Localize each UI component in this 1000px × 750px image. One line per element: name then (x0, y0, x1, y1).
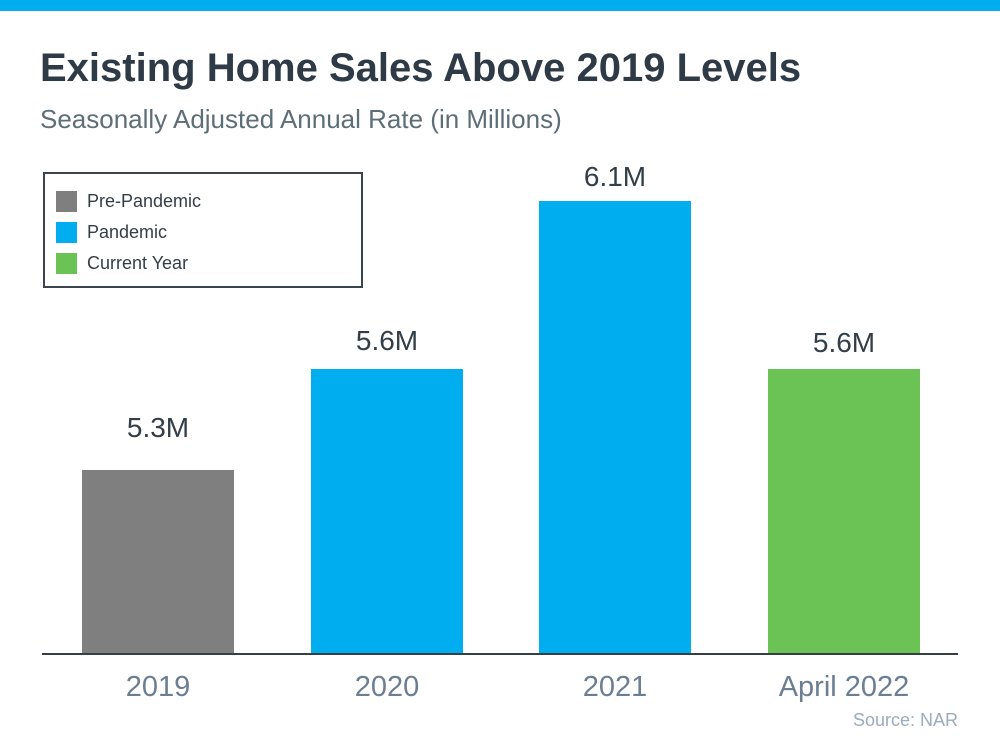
x-tick-label: 2019 (125, 671, 191, 703)
bar-2019: 5.3M 2019 (82, 412, 234, 703)
legend-item-pandemic: Pandemic (56, 222, 361, 243)
legend-item-pre-pandemic: Pre-Pandemic (56, 191, 361, 212)
current-year-swatch (56, 253, 77, 274)
bar-april-2022: 5.6M April 2022 (768, 327, 920, 703)
legend-label: Current Year (87, 253, 189, 273)
chart-title: Existing Home Sales Above 2019 Levels (40, 46, 802, 90)
brand-top-bar (0, 0, 1000, 11)
bar-value-label: 5.6M (355, 325, 419, 356)
legend: Pre-Pandemic Pandemic Current Year (43, 172, 363, 288)
chart-subtitle: Seasonally Adjusted Annual Rate (in Mill… (40, 104, 562, 134)
legend-label: Pandemic (87, 222, 168, 242)
legend-item-current-year: Current Year (56, 253, 361, 274)
x-tick-label: 2020 (354, 671, 420, 703)
x-axis-line (42, 653, 958, 655)
pre-pandemic-swatch (56, 191, 77, 212)
source-note: Source: NAR (852, 710, 958, 730)
x-tick-label: April 2022 (778, 671, 910, 703)
bar-2020: 5.6M 2020 (311, 325, 463, 703)
pandemic-swatch (56, 222, 77, 243)
legend-label: Pre-Pandemic (87, 191, 202, 211)
bar-value-label: 6.1M (583, 161, 647, 192)
bar-value-label: 5.3M (126, 412, 190, 443)
x-tick-label: 2021 (582, 671, 648, 703)
bar-value-label: 5.6M (812, 327, 876, 358)
bar-2021: 6.1M 2021 (539, 161, 691, 703)
